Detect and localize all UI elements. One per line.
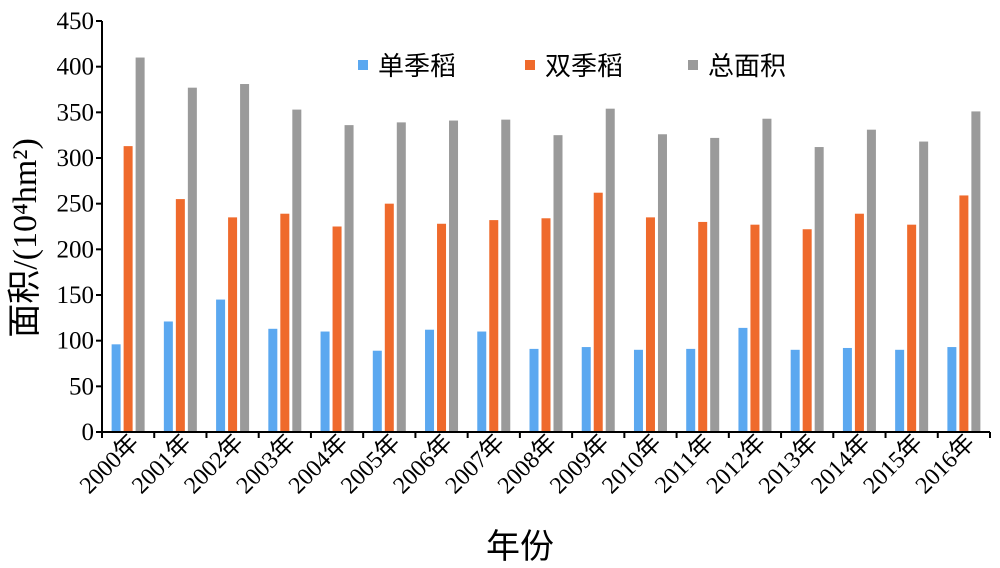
legend-swatch-1 [358, 60, 368, 70]
y-tick-label: 0 [82, 419, 95, 446]
bar-2-2012年 [750, 224, 760, 432]
bar-3-2012年 [762, 118, 772, 432]
legend-label-1: 单季稻 [378, 52, 456, 82]
legend: 单季稻 双季稻 总面积 [358, 52, 786, 82]
bar-1-2005年 [372, 350, 382, 432]
bar-1-2007年 [477, 331, 487, 432]
y-tick-label: 350 [57, 99, 95, 126]
y-axis-label: 面积/(10⁴hm²) [7, 138, 44, 338]
y-tick-label: 300 [57, 145, 95, 172]
legend-label-2: 双季稻 [545, 52, 623, 82]
bar-3-2009年 [605, 108, 615, 433]
bar-2-2006年 [437, 223, 447, 432]
bar-2-2009年 [593, 192, 603, 432]
bar-2-2014年 [854, 213, 864, 432]
bars-layer [111, 57, 981, 433]
bar-3-2014年 [866, 129, 876, 433]
bar-1-2011年 [686, 348, 696, 432]
y-tick-label: 100 [57, 328, 95, 355]
bar-3-2002年 [240, 84, 250, 433]
bar-3-2004年 [344, 125, 354, 433]
y-tick-label: 400 [57, 54, 95, 81]
bar-3-2015年 [919, 141, 929, 432]
bar-2-2008年 [541, 218, 551, 432]
bar-2-2000年 [123, 146, 133, 433]
bar-1-2004年 [320, 331, 330, 432]
bar-2-2007年 [489, 220, 499, 432]
y-tick-label: 150 [57, 282, 95, 309]
y-tick-label: 200 [57, 236, 95, 263]
bar-3-2010年 [657, 134, 667, 432]
bar-1-2001年 [163, 321, 173, 432]
x-tick-label: 2010年 [597, 429, 667, 499]
bar-2-2001年 [175, 199, 185, 432]
bar-3-2013年 [814, 147, 824, 433]
x-axis-label: 年份 [486, 528, 554, 566]
bar-1-2003年 [268, 328, 278, 432]
bar-2-2016年 [959, 195, 969, 432]
bar-2-2013年 [802, 229, 812, 432]
bar-2-2002年 [228, 217, 238, 432]
bar-3-2000年 [135, 57, 145, 433]
bar-1-2013年 [790, 349, 800, 432]
legend-swatch-3 [688, 60, 698, 70]
bar-1-2015年 [895, 349, 905, 432]
bar-1-2006年 [425, 329, 435, 432]
bar-3-2003年 [292, 109, 302, 433]
bar-1-2014年 [842, 347, 852, 432]
bar-3-2005年 [396, 122, 406, 432]
bar-1-2009年 [581, 347, 591, 432]
bar-1-2008年 [529, 348, 539, 432]
bar-3-2016年 [971, 111, 981, 433]
bar-2-2011年 [698, 221, 708, 432]
bar-1-2002年 [216, 299, 226, 432]
y-tick-label: 250 [57, 191, 95, 218]
bar-3-2001年 [187, 87, 197, 432]
x-tick-label: 2016年 [910, 429, 980, 499]
y-tick-label: 450 [57, 8, 95, 35]
bar-2-2010年 [645, 217, 655, 432]
bar-2-2015年 [907, 224, 917, 432]
bar-3-2011年 [710, 137, 720, 432]
bar-3-2008年 [553, 135, 563, 432]
bar-3-2006年 [449, 120, 459, 432]
bar-1-2010年 [633, 349, 643, 432]
bar-2-2005年 [384, 203, 394, 432]
bar-2-2004年 [332, 226, 342, 432]
bar-1-2012年 [738, 327, 748, 432]
legend-label-3: 总面积 [708, 52, 786, 82]
bar-3-2007年 [501, 119, 511, 432]
bar-1-2000年 [111, 344, 121, 432]
bar-2-2003年 [280, 213, 290, 432]
legend-swatch-2 [525, 60, 535, 70]
y-tick-label: 50 [69, 373, 94, 400]
bar-1-2016年 [947, 347, 957, 432]
